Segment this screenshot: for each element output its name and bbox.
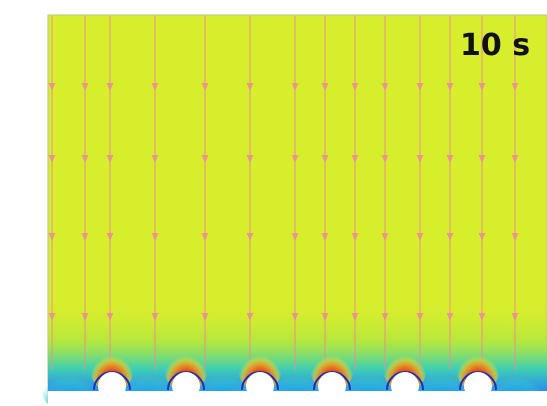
flow-arrow: [151, 155, 159, 163]
flow-arrow: [151, 313, 159, 321]
flow-arrow: [48, 313, 56, 321]
flow-arrow: [106, 233, 114, 241]
flow-arrow: [291, 233, 299, 241]
flow-arrow: [351, 313, 359, 321]
flow-arrow: [201, 155, 209, 163]
flow-arrow: [478, 83, 486, 91]
particles: [40, 344, 547, 406]
flow-arrow: [151, 233, 159, 241]
flow-arrow: [416, 233, 424, 241]
flow-arrow: [246, 155, 254, 163]
flow-arrow: [321, 83, 329, 91]
flow-arrow: [416, 83, 424, 91]
flow-arrow: [106, 155, 114, 163]
flow-arrow: [291, 83, 299, 91]
flow-arrow: [381, 83, 389, 91]
flow-arrow: [246, 313, 254, 321]
flow-arrow: [351, 155, 359, 163]
flow-arrow: [446, 155, 454, 163]
flow-arrow: [416, 155, 424, 163]
flow-arrow: [201, 313, 209, 321]
flow-arrow: [246, 83, 254, 91]
flow-arrow: [291, 155, 299, 163]
flow-arrow: [321, 233, 329, 241]
flow-arrow: [381, 233, 389, 241]
flow-arrow: [351, 83, 359, 91]
flow-arrow: [48, 155, 56, 163]
time-label: 10 s: [460, 28, 530, 63]
flow-arrow: [511, 313, 519, 321]
flow-arrow: [511, 155, 519, 163]
flow-arrow: [151, 83, 159, 91]
flow-arrow: [201, 83, 209, 91]
flow-arrow: [48, 233, 56, 241]
flow-arrow: [291, 313, 299, 321]
flow-arrow: [106, 83, 114, 91]
flow-arrow: [478, 313, 486, 321]
flow-arrow: [48, 83, 56, 91]
streamlines: [48, 16, 519, 370]
flow-arrow: [81, 313, 89, 321]
flow-arrow: [511, 233, 519, 241]
flow-arrow: [81, 83, 89, 91]
flow-arrow: [81, 233, 89, 241]
flow-arrow: [106, 313, 114, 321]
flow-arrow: [246, 233, 254, 241]
flow-arrow: [321, 155, 329, 163]
flow-arrow: [416, 313, 424, 321]
flow-arrow: [478, 233, 486, 241]
flow-arrow: [478, 155, 486, 163]
flow-arrow: [81, 155, 89, 163]
flow-arrow: [351, 233, 359, 241]
flow-arrow: [321, 313, 329, 321]
flow-arrow: [511, 83, 519, 91]
floor: [48, 391, 547, 406]
flow-arrow: [201, 233, 209, 241]
flow-arrow: [381, 313, 389, 321]
flow-arrow: [381, 155, 389, 163]
flow-arrow: [446, 313, 454, 321]
flow-arrow: [446, 233, 454, 241]
flow-arrow: [446, 83, 454, 91]
